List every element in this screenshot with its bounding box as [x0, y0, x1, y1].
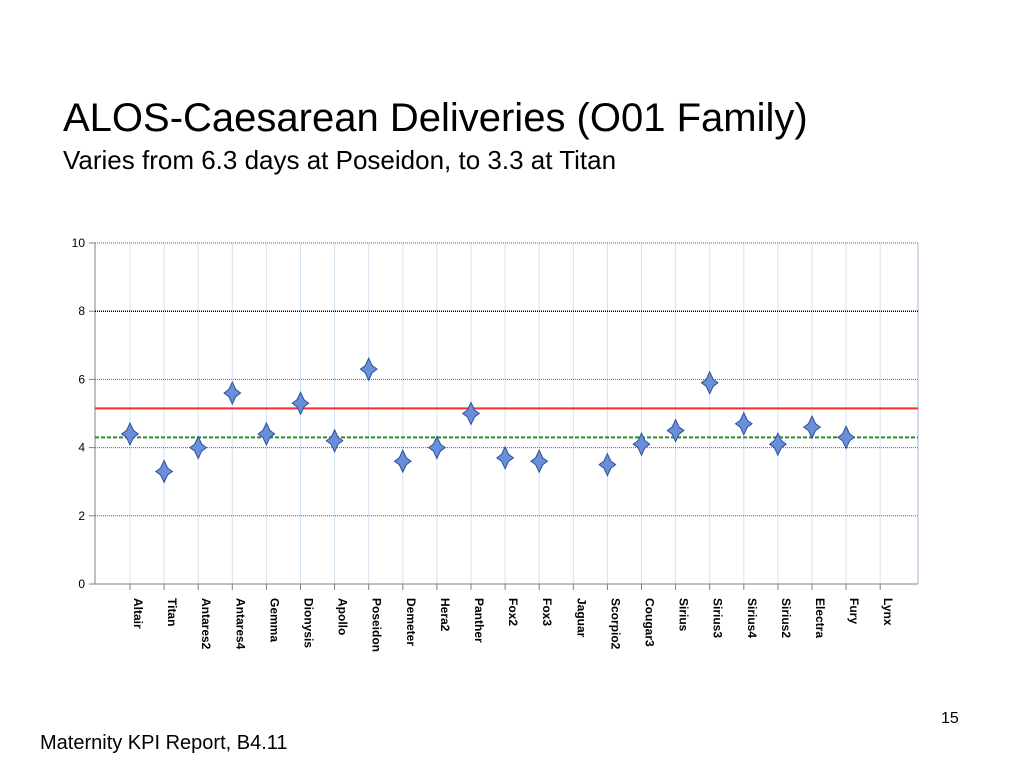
x-category-label: Altair [131, 598, 145, 629]
data-point-electra [802, 414, 822, 440]
x-category-label: Poseidon [370, 598, 384, 652]
data-point-fury [837, 425, 856, 450]
page-number: 15 [941, 710, 959, 727]
x-category-label: Panther [472, 598, 486, 643]
y-tick-label: 8 [78, 304, 85, 318]
x-category-label: Apollo [336, 598, 350, 635]
data-point-scorpio2 [598, 452, 617, 477]
data-point-fox2 [496, 445, 515, 471]
x-category-label: Jaguar [574, 598, 588, 638]
footer-text: Maternity KPI Report, B4.11 [40, 732, 288, 754]
data-point-sirius4 [734, 411, 753, 436]
slide-subtitle: Varies from 6.3 days at Poseidon, to 3.3… [63, 145, 617, 175]
x-category-label: Fox2 [506, 598, 520, 626]
data-point-demeter [393, 449, 412, 474]
x-category-label: Fox3 [540, 598, 554, 626]
x-category-label: Dionysis [302, 598, 316, 648]
data-point-titan [155, 459, 174, 484]
data-point-hera2 [427, 435, 446, 460]
y-tick-label: 4 [78, 441, 85, 455]
data-point-antares4 [223, 380, 242, 406]
x-category-label: Scorpio2 [608, 598, 622, 650]
x-category-label: Antares2 [199, 598, 213, 650]
x-category-label: Fury [847, 598, 861, 624]
x-category-label: Sirius4 [745, 598, 759, 638]
y-tick-label: 0 [78, 577, 85, 591]
y-tick-label: 10 [72, 236, 86, 250]
data-point-cougar3 [632, 432, 651, 457]
x-category-label: Sirius3 [711, 598, 725, 638]
data-point-sirius3 [700, 370, 719, 395]
slide-title: ALOS-Caesarean Deliveries (O01 Family) [63, 96, 808, 140]
y-tick-label: 6 [78, 372, 85, 386]
x-category-label: Cougar3 [643, 598, 657, 647]
x-category-label: Demeter [404, 598, 418, 646]
x-category-label: Hera2 [438, 598, 452, 632]
data-point-sirius [666, 418, 685, 443]
data-point-altair [120, 421, 140, 447]
x-category-label: Gemma [267, 598, 281, 642]
x-category-label: Electra [813, 598, 827, 638]
x-category-label: Titan [165, 598, 179, 626]
y-tick-label: 2 [78, 509, 85, 523]
x-category-label: Sirius2 [779, 598, 793, 638]
data-point-poseidon [359, 356, 378, 382]
x-category-label: Sirius [677, 598, 691, 632]
data-point-gemma [257, 421, 276, 447]
x-category-label: Lynx [881, 598, 895, 626]
data-point-antares2 [189, 435, 208, 460]
data-point-panther [461, 401, 481, 426]
data-point-sirius2 [768, 432, 787, 457]
data-point-apollo [325, 428, 344, 453]
data-point-fox3 [530, 449, 549, 474]
data-point-dionysis [291, 391, 310, 416]
x-category-label: Antares4 [233, 598, 247, 650]
